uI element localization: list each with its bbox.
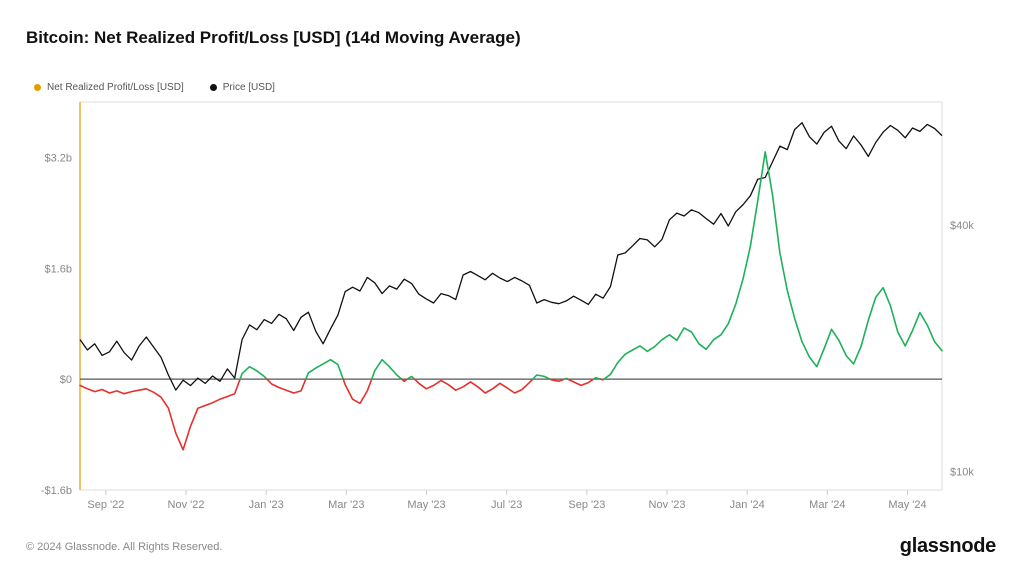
legend-label-nrpl: Net Realized Profit/Loss [USD]	[47, 82, 184, 93]
svg-text:-$1.6b: -$1.6b	[41, 485, 72, 497]
svg-text:Jan '24: Jan '24	[730, 499, 765, 511]
svg-text:May '24: May '24	[888, 499, 926, 511]
svg-text:Sep '23: Sep '23	[568, 499, 605, 511]
legend-dot-price	[210, 84, 217, 91]
svg-text:Nov '22: Nov '22	[168, 499, 205, 511]
svg-text:$40k: $40k	[950, 220, 974, 232]
chart-svg: -$1.6b $0 $1.6b $3.2b $10k $40k Sep '22 Nov '…	[26, 98, 996, 518]
svg-text:Jan '23: Jan '23	[249, 499, 284, 511]
svg-text:$3.2b: $3.2b	[44, 152, 72, 164]
copyright-text: © 2024 Glassnode. All Rights Reserved.	[26, 541, 222, 553]
svg-text:$0: $0	[60, 374, 72, 386]
chart-title: Bitcoin: Net Realized Profit/Loss [USD] …	[26, 28, 521, 48]
svg-text:$10k: $10k	[950, 466, 974, 478]
legend-item-nrpl: Net Realized Profit/Loss [USD]	[34, 82, 184, 93]
svg-text:Sep '22: Sep '22	[87, 499, 124, 511]
footer: © 2024 Glassnode. All Rights Reserved. g…	[26, 535, 996, 558]
svg-text:May '23: May '23	[407, 499, 445, 511]
svg-text:Jul '23: Jul '23	[491, 499, 522, 511]
legend-dot-nrpl	[34, 84, 41, 91]
svg-text:Nov '23: Nov '23	[649, 499, 686, 511]
svg-text:Mar '24: Mar '24	[809, 499, 845, 511]
legend-label-price: Price [USD]	[223, 82, 275, 93]
chart-area: -$1.6b $0 $1.6b $3.2b $10k $40k Sep '22 Nov '…	[26, 98, 996, 518]
brand-logo: glassnode	[900, 535, 996, 558]
legend-item-price: Price [USD]	[210, 82, 275, 93]
legend: Net Realized Profit/Loss [USD] Price [US…	[34, 82, 275, 93]
svg-text:$1.6b: $1.6b	[44, 263, 72, 275]
svg-text:Mar '23: Mar '23	[328, 499, 364, 511]
